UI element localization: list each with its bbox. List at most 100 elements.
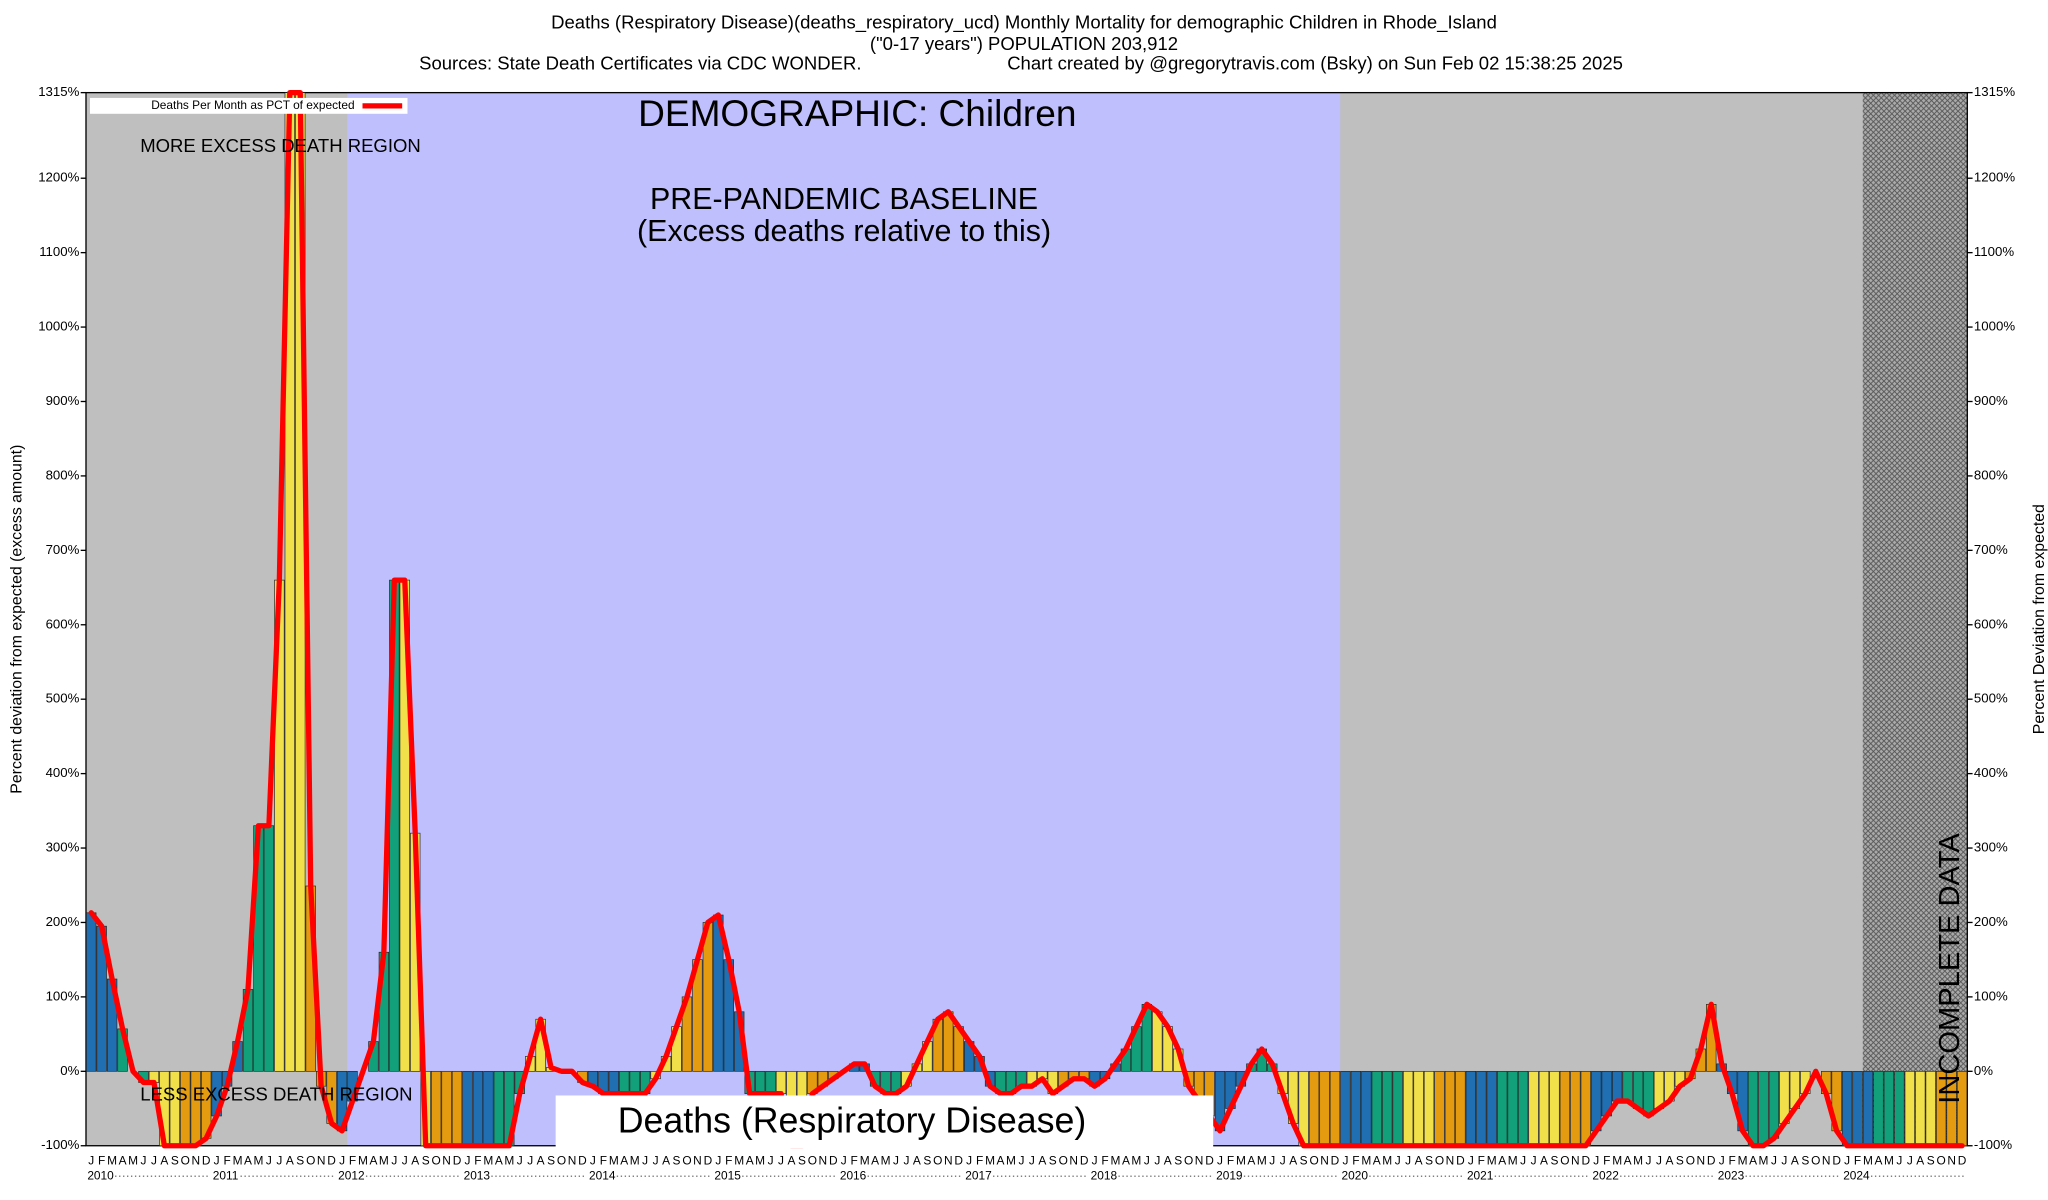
x-tick-label: M <box>860 1154 870 1168</box>
x-tick-label: M <box>1487 1154 1497 1168</box>
bar <box>1758 1070 1769 1147</box>
x-tick-label: J <box>1144 1154 1150 1168</box>
year-label: 2018 <box>1091 1168 1118 1182</box>
bar <box>1413 1070 1424 1147</box>
bar <box>1570 1070 1581 1147</box>
x-tick-label: S <box>798 1154 806 1168</box>
x-tick-label: J <box>893 1154 899 1168</box>
x-tick-label: J <box>590 1154 596 1168</box>
x-tick-label: A <box>1791 1154 1799 1168</box>
x-tick-label: J <box>391 1154 397 1168</box>
x-tick-label: N <box>693 1154 702 1168</box>
bar <box>1382 1070 1393 1147</box>
x-tick-label: A <box>1540 1154 1548 1168</box>
y-tick-label: 900% <box>46 393 80 408</box>
bar <box>1444 1070 1456 1147</box>
bar <box>1538 1070 1550 1147</box>
y-axis-label: Percent deviation from expected (excess … <box>8 445 25 794</box>
bar <box>1883 1070 1895 1147</box>
x-tick-label: M <box>1863 1154 1873 1168</box>
bar <box>1319 1070 1330 1147</box>
x-tick-label: F <box>98 1154 105 1168</box>
x-tick-label: M <box>379 1154 389 1168</box>
bar <box>1507 1070 1518 1147</box>
x-tick-label: J <box>1092 1154 1098 1168</box>
x-tick-label: O <box>432 1154 441 1168</box>
x-tick-label: S <box>422 1154 430 1168</box>
annotation: LESS EXCESS DEATH REGION <box>140 1083 412 1104</box>
bar <box>1643 1070 1654 1117</box>
y2-tick-label: 600% <box>1974 616 2008 631</box>
bar <box>608 1070 619 1094</box>
x-tick-label: S <box>1550 1154 1558 1168</box>
x-tick-label: M <box>1006 1154 1016 1168</box>
year-label: 2013 <box>464 1168 491 1182</box>
x-tick-label: J <box>1719 1154 1725 1168</box>
x-tick-label: M <box>1236 1154 1246 1168</box>
line <box>88 89 1965 1149</box>
y2-tick-label: 1100% <box>1974 244 2014 259</box>
x-tick-label: F <box>725 1154 732 1168</box>
x-tick-label: M <box>504 1154 514 1168</box>
x-tick-label: D <box>1832 1154 1841 1168</box>
y2-axis-label: Percent Deviation from expected <box>2031 504 2048 734</box>
bar <box>629 1070 640 1094</box>
x-tick-label: D <box>1331 1154 1340 1168</box>
y-tick-label: 100% <box>46 988 80 1003</box>
x-tick-label: F <box>1729 1154 1736 1168</box>
x-tick-label: F <box>976 1154 983 1168</box>
x-tick-label: D <box>453 1154 462 1168</box>
x-tick-label: J <box>1154 1154 1160 1168</box>
x-tick-label: N <box>568 1154 577 1168</box>
x-tick-label: N <box>317 1154 326 1168</box>
y2-tick-label: 1200% <box>1974 170 2015 185</box>
x-tick-label: M <box>253 1154 263 1168</box>
credit: Chart created by @gregorytravis.com (Bsk… <box>1007 53 1623 74</box>
x-tick-label: J <box>402 1154 408 1168</box>
y2-tick-label: 500% <box>1974 691 2008 706</box>
bar <box>775 1070 787 1094</box>
x-tick-label: J <box>1405 1154 1411 1168</box>
x-tick-label: S <box>1927 1154 1935 1168</box>
y2-tick-label: 1315% <box>1974 84 2015 99</box>
x-tick-label: O <box>933 1154 942 1168</box>
x-tick-label: M <box>1612 1154 1622 1168</box>
bar <box>493 1070 504 1147</box>
x-tick-label: A <box>1164 1154 1172 1168</box>
x-tick-label: N <box>1571 1154 1580 1168</box>
bar <box>1392 1070 1403 1147</box>
x-tick-label: A <box>495 1154 503 1168</box>
x-tick-label: J <box>1029 1154 1035 1168</box>
year-label: 2012 <box>338 1168 365 1182</box>
x-tick-label: J <box>214 1154 220 1168</box>
bar <box>1371 1070 1382 1147</box>
bar <box>1915 1070 1926 1147</box>
year-label: 2019 <box>1216 1168 1243 1182</box>
x-tick-label: N <box>944 1154 953 1168</box>
year-label: 2011 <box>213 1168 239 1182</box>
legend-label: Deaths Per Month as PCT of expected <box>151 98 354 112</box>
bar <box>1486 1070 1497 1147</box>
bar <box>619 1070 630 1094</box>
x-tick-label: D <box>1205 1154 1214 1168</box>
x-tick-label: S <box>1801 1154 1809 1168</box>
x-tick-label: S <box>1676 1154 1684 1168</box>
y-tick-label: 700% <box>46 542 80 557</box>
bar <box>1476 1070 1487 1147</box>
bar <box>1747 1070 1759 1147</box>
y-tick-label: 500% <box>46 691 80 706</box>
x-tick-label: F <box>1603 1154 1610 1168</box>
bar <box>472 1070 484 1147</box>
x-tick-label: N <box>442 1154 451 1168</box>
x-tick-label: O <box>557 1154 566 1168</box>
x-tick-label: J <box>465 1154 471 1168</box>
x-tick-label: O <box>1309 1154 1318 1168</box>
x-tick-label: A <box>1498 1154 1506 1168</box>
baseline-region <box>347 92 1341 1146</box>
bar <box>263 825 275 1072</box>
x-tick-label: M <box>1382 1154 1392 1168</box>
x-tick-label: M <box>1361 1154 1371 1168</box>
x-tick-label: F <box>223 1154 230 1168</box>
x-tick-label: J <box>1531 1154 1537 1168</box>
x-tick-label: O <box>1435 1154 1444 1168</box>
